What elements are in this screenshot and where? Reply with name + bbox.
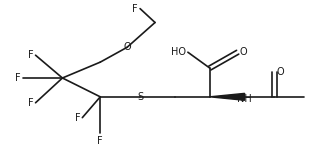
Polygon shape [210, 93, 245, 100]
Text: F: F [97, 136, 103, 146]
Text: O: O [276, 67, 284, 77]
Text: F: F [15, 73, 21, 83]
Text: O: O [240, 47, 247, 57]
Text: F: F [133, 4, 138, 14]
Text: O: O [123, 42, 131, 52]
Text: F: F [28, 98, 34, 108]
Text: S: S [137, 92, 143, 102]
Text: NH: NH [237, 94, 252, 104]
Text: HO: HO [171, 47, 186, 57]
Text: F: F [75, 113, 80, 123]
Text: F: F [28, 50, 34, 60]
